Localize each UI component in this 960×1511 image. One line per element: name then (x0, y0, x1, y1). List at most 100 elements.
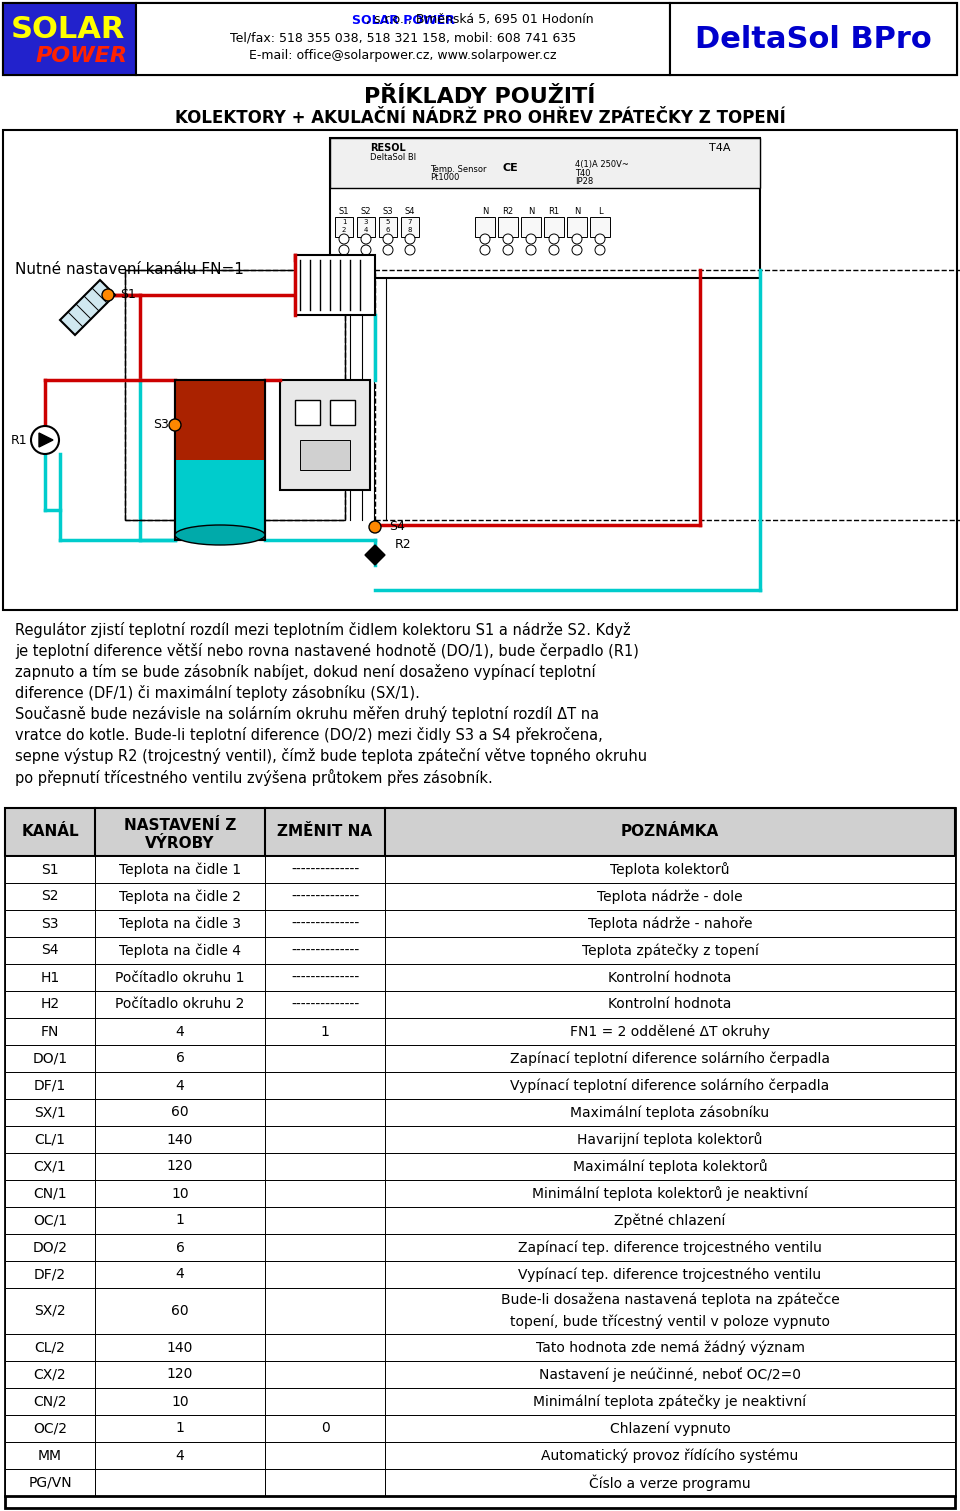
Bar (5, 1018, 955, 1046)
Text: Číslo a verze programu: Číslo a verze programu (589, 1475, 751, 1491)
Bar (5, 1046, 955, 1071)
Circle shape (169, 419, 181, 431)
Bar (521, 218, 541, 237)
Text: , s.r.o. , Brněnská 5, 695 01 Hodonín: , s.r.o. , Brněnská 5, 695 01 Hodonín (366, 14, 594, 27)
Circle shape (361, 245, 371, 255)
Text: 3: 3 (364, 219, 369, 225)
Circle shape (383, 234, 393, 243)
Text: CL/2: CL/2 (35, 1340, 65, 1354)
Text: KOLEKTORY + AKULAČNÍ NÁDRŽ PRO OHŘEV ZPÁTEČKY Z TOPENÍ: KOLEKTORY + AKULAČNÍ NÁDRŽ PRO OHŘEV ZPÁ… (175, 109, 785, 127)
Circle shape (31, 426, 59, 453)
Text: CX/1: CX/1 (34, 1159, 66, 1174)
Text: S3: S3 (153, 419, 169, 432)
Text: S2: S2 (41, 890, 59, 904)
Text: FN: FN (41, 1024, 60, 1038)
Text: Počítadlo okruhu 1: Počítadlo okruhu 1 (115, 970, 245, 985)
Text: diference (DF/1) či maximální teploty zásobníku (SX/1).: diference (DF/1) či maximální teploty zá… (15, 684, 420, 701)
Text: E-mail: office@solarpower.cz, www.solarpower.cz: E-mail: office@solarpower.cz, www.solarp… (250, 50, 557, 62)
Text: Maximální teplota zásobníku: Maximální teplota zásobníku (570, 1105, 770, 1120)
Text: Teplota zpátečky z topení: Teplota zpátečky z topení (582, 943, 758, 958)
Bar (330, 138, 760, 278)
Text: 1: 1 (176, 1213, 184, 1227)
Circle shape (480, 234, 490, 243)
Text: 1: 1 (321, 1024, 329, 1038)
Text: S2: S2 (361, 207, 372, 216)
Text: 4: 4 (176, 1079, 184, 1092)
Bar (5, 1207, 955, 1234)
Text: 6: 6 (176, 1241, 184, 1254)
Text: Zapínací tep. diference trojcestného ventilu: Zapínací tep. diference trojcestného ven… (518, 1241, 822, 1254)
Text: R1: R1 (548, 207, 560, 216)
Text: 120: 120 (167, 1367, 193, 1381)
Text: L: L (598, 207, 602, 216)
Circle shape (595, 234, 605, 243)
Bar (379, 218, 397, 237)
Text: Minimální teplota kolektorů je neaktivní: Minimální teplota kolektorů je neaktivní (532, 1186, 808, 1201)
Circle shape (102, 289, 114, 301)
Text: 7: 7 (408, 219, 412, 225)
Bar (357, 218, 375, 237)
Text: --------------: -------------- (291, 917, 359, 931)
Text: N: N (574, 207, 580, 216)
Text: --------------: -------------- (291, 970, 359, 985)
Text: Regulátor zjistí teplotní rozdíl mezi teplotním čidlem kolektoru S1 a nádrže S2.: Regulátor zjistí teplotní rozdíl mezi te… (15, 623, 631, 638)
Text: --------------: -------------- (291, 863, 359, 876)
Text: Teplota kolektorů: Teplota kolektorů (611, 861, 730, 876)
Text: MM: MM (38, 1449, 62, 1463)
Polygon shape (39, 434, 53, 447)
Text: Současně bude nezávisle na solárním okruhu měřen druhý teplotní rozdíl ΔT na: Současně bude nezávisle na solárním okru… (15, 706, 599, 722)
Text: OC/2: OC/2 (33, 1422, 67, 1435)
Bar (3, 3, 136, 76)
Text: Teplota na čidle 2: Teplota na čidle 2 (119, 890, 241, 904)
Text: T40: T40 (575, 169, 590, 177)
Bar (175, 379, 265, 539)
Bar (670, 3, 957, 76)
Bar (5, 1262, 955, 1287)
Text: S3: S3 (383, 207, 394, 216)
Bar (5, 1441, 955, 1469)
Bar (475, 218, 495, 237)
Text: T4A: T4A (709, 144, 731, 153)
Text: Nutné nastavení kanálu FN=1: Nutné nastavení kanálu FN=1 (15, 263, 244, 278)
Bar (5, 910, 955, 937)
Text: Minimální teplota zpátečky je neaktivní: Minimální teplota zpátečky je neaktivní (534, 1395, 806, 1408)
Text: 4(1)A 250V~: 4(1)A 250V~ (575, 160, 629, 169)
Bar (5, 1287, 955, 1334)
Bar (375, 270, 960, 520)
Circle shape (383, 245, 393, 255)
Circle shape (572, 234, 582, 243)
Text: 4: 4 (364, 227, 369, 233)
Bar (5, 937, 955, 964)
Text: DF/2: DF/2 (34, 1268, 66, 1281)
Circle shape (503, 245, 513, 255)
Bar (175, 379, 265, 539)
Text: PG/VN: PG/VN (28, 1476, 72, 1490)
Text: Teplota na čidle 3: Teplota na čidle 3 (119, 916, 241, 931)
Bar (5, 857, 955, 882)
Text: 4: 4 (176, 1449, 184, 1463)
Text: sepne výstup R2 (trojcestný ventil), čímž bude teplota zpáteční větve topného ok: sepne výstup R2 (trojcestný ventil), čím… (15, 748, 647, 765)
Bar (125, 270, 345, 520)
Circle shape (405, 245, 415, 255)
Text: H2: H2 (40, 997, 60, 1011)
Text: Kontrolní hodnota: Kontrolní hodnota (609, 997, 732, 1011)
Text: S4: S4 (41, 943, 59, 958)
Text: N: N (528, 207, 534, 216)
Circle shape (480, 245, 490, 255)
Circle shape (526, 234, 536, 243)
Bar (5, 1334, 955, 1361)
Text: CN/1: CN/1 (34, 1186, 67, 1201)
Text: vratce do kotle. Bude-li teplotní diference (DO/2) mezi čidly S3 a S4 překročena: vratce do kotle. Bude-li teplotní difere… (15, 727, 603, 743)
Text: --------------: -------------- (291, 997, 359, 1011)
Text: R1: R1 (11, 434, 27, 446)
Text: Teplota na čidle 4: Teplota na čidle 4 (119, 943, 241, 958)
Bar (280, 379, 370, 490)
Text: DF/1: DF/1 (34, 1079, 66, 1092)
Text: CE: CE (502, 163, 517, 172)
Text: ZMĚNIT NA: ZMĚNIT NA (277, 825, 372, 840)
Circle shape (549, 245, 559, 255)
Text: Nastavení je neúčinné, neboť OC/2=0: Nastavení je neúčinné, neboť OC/2=0 (539, 1367, 801, 1383)
Text: Teplota na čidle 1: Teplota na čidle 1 (119, 863, 241, 876)
Text: POZNÁMKA: POZNÁMKA (621, 825, 719, 840)
Text: R2: R2 (395, 538, 412, 552)
